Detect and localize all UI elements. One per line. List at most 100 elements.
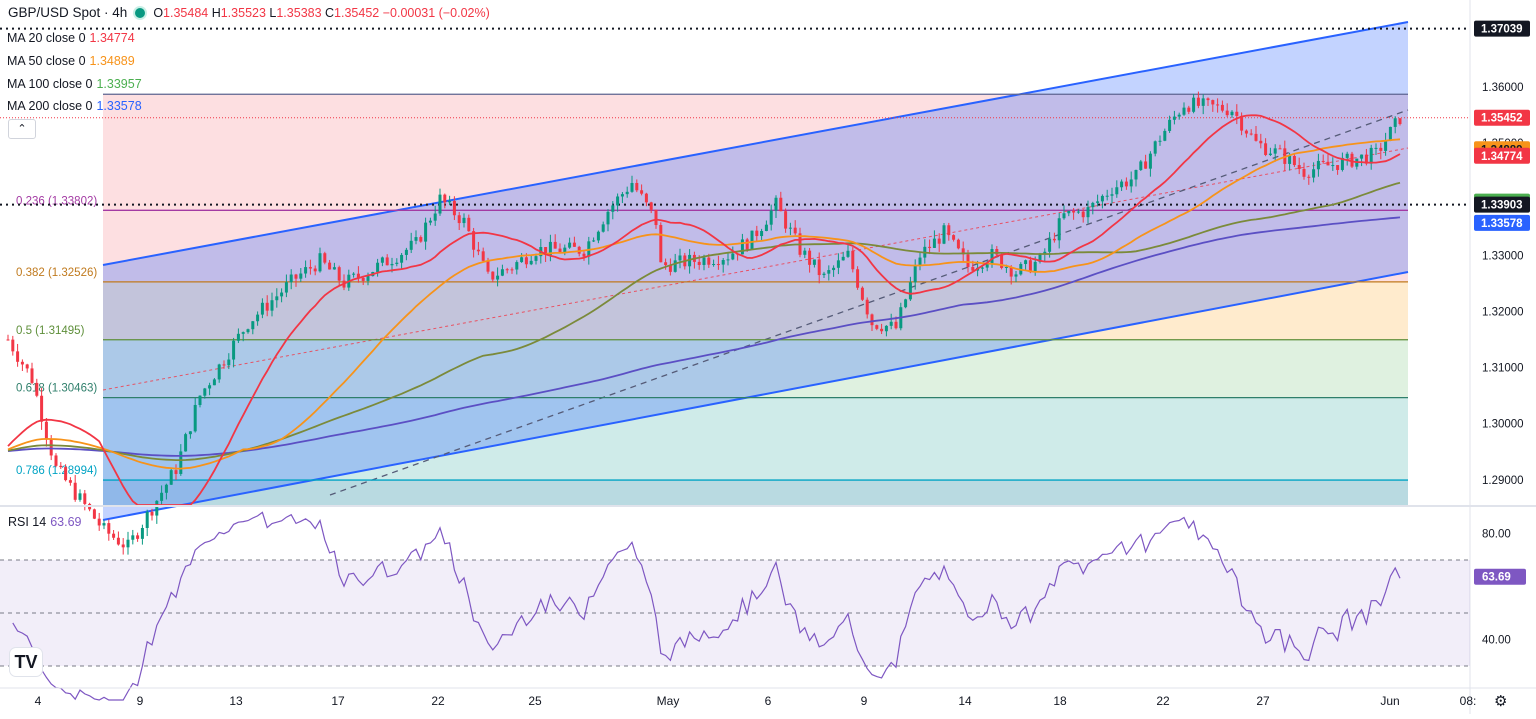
candle-body bbox=[673, 260, 677, 272]
fib-level-label: 0.786 (1.28994) bbox=[16, 465, 97, 477]
y-tick-label: 1.33000 bbox=[1482, 250, 1524, 262]
candle-body bbox=[260, 302, 264, 315]
candle-body bbox=[524, 257, 528, 265]
candle-body bbox=[428, 220, 432, 223]
candle-body bbox=[73, 482, 77, 500]
chevron-up-icon[interactable]: ⌃ bbox=[8, 119, 36, 139]
candle-body bbox=[472, 231, 476, 250]
candle-body bbox=[904, 299, 908, 308]
gear-icon[interactable]: ⚙ bbox=[1494, 693, 1508, 710]
candle-body bbox=[1177, 114, 1181, 117]
x-tick-label: 9 bbox=[861, 694, 868, 708]
candle-body bbox=[222, 364, 226, 366]
candle-body bbox=[107, 523, 111, 534]
x-tick-label: May bbox=[657, 694, 680, 708]
candle-body bbox=[438, 194, 442, 214]
candle-body bbox=[784, 211, 788, 229]
ma50-legend[interactable]: MA 50 close 0 1.34889 bbox=[7, 54, 135, 68]
candle-body bbox=[361, 277, 365, 281]
rsi-legend[interactable]: RSI 14 63.69 bbox=[8, 515, 82, 529]
candle-body bbox=[1297, 165, 1301, 169]
symbol-title[interactable]: GBP/USD Spot · 4h bbox=[8, 5, 128, 20]
candle-body bbox=[280, 292, 284, 297]
candle-body bbox=[1374, 147, 1378, 149]
candle-body bbox=[702, 257, 706, 265]
candle-body bbox=[1028, 260, 1032, 273]
ma200-label: MA 200 close 0 bbox=[7, 99, 93, 113]
ma20-legend[interactable]: MA 20 close 0 1.34774 bbox=[7, 31, 135, 45]
candle-body bbox=[1398, 118, 1402, 125]
candle-body bbox=[16, 351, 20, 362]
price-label-tag bbox=[1474, 214, 1530, 231]
candle-body bbox=[995, 249, 999, 255]
candle-body bbox=[788, 227, 792, 229]
candle-body bbox=[193, 404, 197, 432]
price-label-tag bbox=[1474, 109, 1530, 126]
tradingview-logo-icon[interactable]: TV bbox=[10, 648, 42, 676]
candle-body bbox=[188, 431, 192, 435]
rsi-tick-label: 80.00 bbox=[1482, 529, 1511, 541]
candle-body bbox=[942, 225, 946, 244]
candle-body bbox=[35, 382, 39, 396]
candle-body bbox=[1009, 267, 1013, 277]
candle-body bbox=[68, 480, 72, 483]
ma100-legend[interactable]: MA 100 close 0 1.33957 bbox=[7, 77, 142, 91]
candle-body bbox=[1244, 130, 1248, 134]
candle-body bbox=[1364, 154, 1368, 164]
candle-body bbox=[515, 262, 519, 270]
high-value: 1.35523 bbox=[220, 5, 266, 20]
candle-body bbox=[136, 535, 140, 539]
candle-body bbox=[1163, 130, 1167, 141]
candle-body bbox=[846, 250, 850, 257]
candle-body bbox=[985, 263, 989, 268]
candle-body bbox=[356, 273, 360, 278]
open-value: 1.35484 bbox=[163, 5, 209, 20]
candle-body bbox=[1206, 98, 1210, 101]
candle-body bbox=[1076, 211, 1080, 213]
candle-body bbox=[64, 467, 68, 481]
x-tick-label: 4 bbox=[35, 694, 42, 708]
candle-body bbox=[1379, 147, 1383, 151]
candle-body bbox=[841, 256, 845, 261]
fib-level-label: 0.5 (1.31495) bbox=[16, 325, 85, 337]
candle-body bbox=[246, 329, 250, 333]
candle-body bbox=[97, 518, 101, 526]
candle-body bbox=[1052, 238, 1056, 241]
candle-body bbox=[1024, 260, 1028, 265]
candle-body bbox=[611, 205, 615, 212]
candle-body bbox=[553, 241, 557, 249]
candle-body bbox=[44, 421, 48, 439]
candle-body bbox=[875, 325, 879, 329]
candle-body bbox=[952, 235, 956, 240]
price-label-tag bbox=[1474, 196, 1530, 213]
candle-body bbox=[529, 260, 533, 265]
price-label-tag bbox=[1474, 147, 1530, 164]
candle-body bbox=[870, 314, 874, 326]
candle-body bbox=[808, 250, 812, 265]
candle-body bbox=[956, 239, 960, 249]
price-label-tag bbox=[1474, 20, 1530, 37]
candle-body bbox=[1259, 140, 1263, 144]
candle-body bbox=[1110, 194, 1114, 196]
ma20-line bbox=[7, 114, 1401, 506]
candle-body bbox=[928, 246, 932, 248]
candle-body bbox=[913, 265, 917, 283]
candle-body bbox=[1288, 155, 1292, 164]
candle-body bbox=[92, 509, 96, 519]
price-label-text: 1.34774 bbox=[1481, 151, 1523, 163]
candle-body bbox=[1211, 100, 1215, 105]
candle-body bbox=[1033, 261, 1037, 273]
y-tick-label: 1.30000 bbox=[1482, 419, 1524, 431]
candle-body bbox=[1360, 154, 1364, 159]
candle-body bbox=[640, 190, 644, 194]
candle-body bbox=[1345, 153, 1349, 158]
ma200-legend[interactable]: MA 200 close 0 1.33578 bbox=[7, 99, 142, 113]
candle-body bbox=[1144, 161, 1148, 169]
candle-body bbox=[1201, 98, 1205, 106]
candle-body bbox=[1240, 115, 1244, 131]
candle-body bbox=[966, 254, 970, 267]
candle-body bbox=[803, 250, 807, 255]
candle-body bbox=[1153, 141, 1157, 154]
candle-body bbox=[659, 225, 663, 263]
